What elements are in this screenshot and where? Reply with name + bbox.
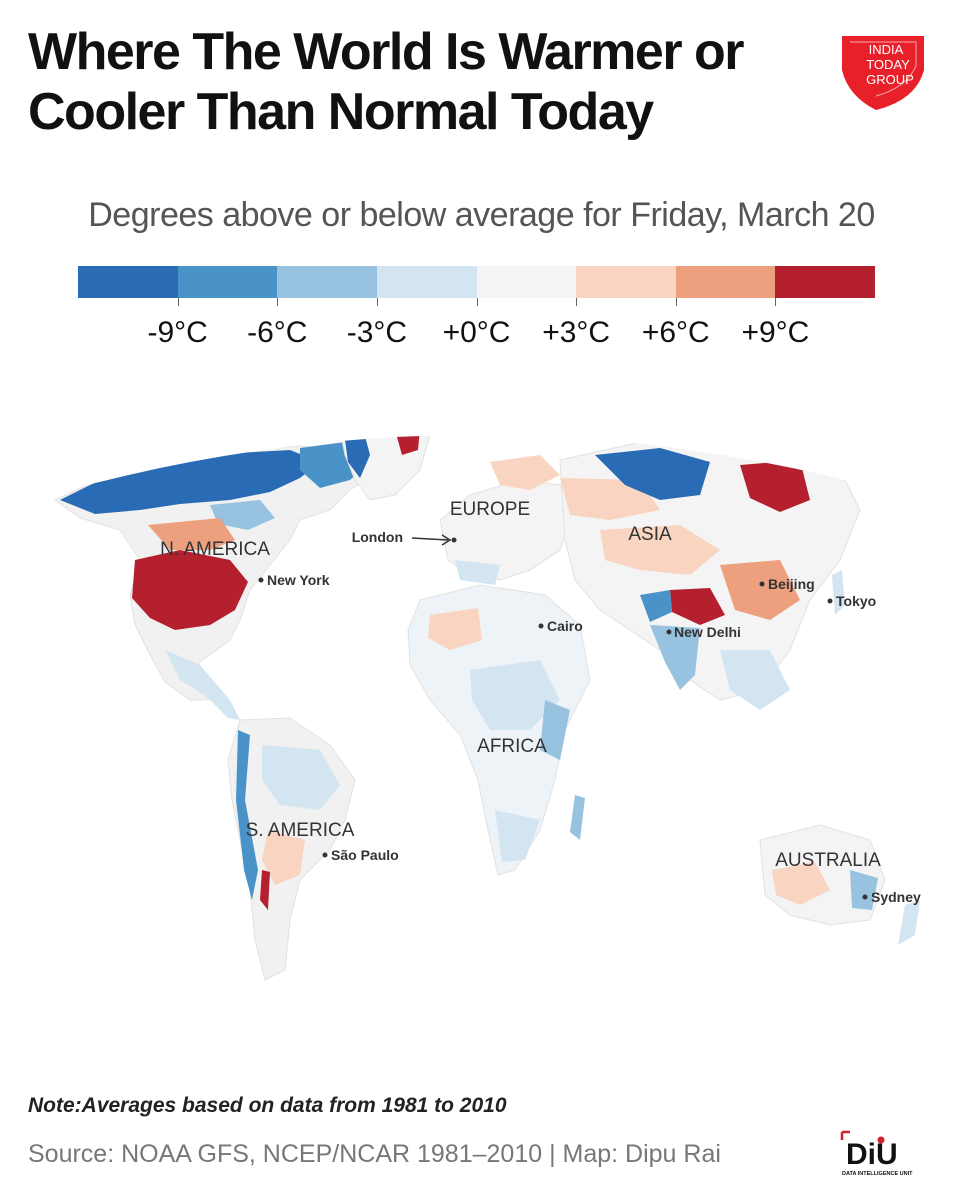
city-new-york: New York [258,572,330,588]
india-today-group-logo: INDIA TODAY GROUP [842,36,924,110]
city-new-delhi: New Delhi [666,624,741,640]
city-cairo: Cairo [538,618,583,634]
central-asia-warm [600,525,720,575]
world-temperature-anomaly-map: N. AMERICA EUROPE ASIA AFRICA S. AMERICA… [54,435,921,981]
legend-label: -3°C [346,316,408,349]
legend-label: -9°C [147,316,208,349]
label-australia: AUSTRALIA [775,850,881,871]
city-sao-paulo: São Paulo [322,847,399,863]
tibet-warm [670,588,725,625]
city-sydney: Sydney [862,889,921,905]
legend-tick [376,298,378,306]
city-beijing: Beijing [759,576,815,592]
legend-label: +3°C [542,316,611,349]
legend-swatch-2 [177,266,278,298]
southeast-asia [720,650,790,710]
svg-text:London: London [352,529,403,545]
legend-ticks [78,298,875,308]
label-asia: ASIA [628,524,672,545]
svg-text:INDIA: INDIA [869,42,904,57]
southern-sa-warm [262,830,305,885]
legend-swatch-7 [675,266,776,298]
west-coast-warm [148,518,235,550]
city-london: London [352,529,457,546]
svg-text:New Delhi: New Delhi [674,624,741,640]
svg-text:TODAY: TODAY [866,57,910,72]
new-zealand [898,900,920,945]
himalaya-cold [640,590,672,622]
legend-swatch-8 [775,266,875,298]
australia-warm [772,862,830,905]
madagascar [570,795,585,840]
legend-label: +6°C [641,316,710,349]
legend-swatch-5 [476,266,577,298]
svg-text:São Paulo: São Paulo [331,847,399,863]
svg-text:GROUP: GROUP [866,72,914,87]
scandinavia-warm [490,455,560,490]
legend-swatch-1 [78,266,178,298]
legend-tick [576,298,578,306]
svg-text:Sydney: Sydney [871,889,921,905]
legend-tick [277,298,279,306]
usa-warm-anomaly [132,550,248,630]
andes-cold [236,730,258,900]
legend-tick [775,298,777,306]
city-tokyo: Tokyo [827,593,876,609]
label-south-america: S. AMERICA [246,820,355,841]
hudson-cold [210,500,275,530]
svg-text:Cairo: Cairo [547,618,583,634]
legend-tick [177,298,179,306]
source-credit: Source: NOAA GFS, NCEP/NCAR 1981–2010 | … [28,1140,721,1168]
canada-cold-anomaly [60,450,320,514]
label-africa: AFRICA [477,736,547,757]
asia-landmass [559,439,861,701]
svg-text:Beijing: Beijing [768,576,815,592]
legend-swatch-6 [576,266,676,298]
chart-subtitle: Degrees above or below average for Frida… [88,196,875,234]
label-europe: EUROPE [450,499,530,520]
title-line-2: Cooler Than Normal Today [28,83,654,141]
legend-labels: -9°C -6°C -3°C +0°C +3°C +6°C +9°C [78,316,875,356]
australia-east-cool [850,870,878,910]
east-africa-cool [540,700,570,760]
title-line-1: Where The World Is Warmer or [28,23,745,81]
legend-label: +9°C [741,316,810,349]
diu-logo: DiU DATA INTELLIGENCE UNIT [840,1130,913,1177]
svg-text:New York: New York [267,572,330,588]
greenland-warm [395,435,420,455]
svg-text:DATA INTELLIGENCE UNIT: DATA INTELLIGENCE UNIT [842,1171,913,1177]
siberia-cold [595,448,710,500]
legend-tick [675,298,677,306]
legend-label: -6°C [247,316,308,349]
japan [832,570,845,615]
label-north-america: N. AMERICA [160,539,270,560]
europe-cool [455,560,500,585]
greenland-cold-edge [345,436,370,478]
central-africa-cool [470,660,560,730]
chart-title: Where The World Is Warmer or Cooler Than… [28,22,828,142]
legend-label: +0°C [442,316,511,349]
legend-swatch-4 [376,266,477,298]
chile-warm [260,870,270,910]
amazon-cool [262,745,340,810]
china-warm [720,560,800,620]
footnote: Note:Averages based on data from 1981 to… [28,1094,507,1117]
mexico-central-america [165,650,240,720]
south-africa-cool [495,810,540,862]
svg-text:DiU: DiU [846,1138,898,1171]
legend-swatch-3 [277,266,377,298]
svg-text:Tokyo: Tokyo [836,593,876,609]
color-legend-bar [78,266,875,298]
legend-tick [476,298,478,306]
sahara-warm [428,608,482,650]
india-cool [650,625,700,690]
east-siberia-warm [740,460,810,512]
